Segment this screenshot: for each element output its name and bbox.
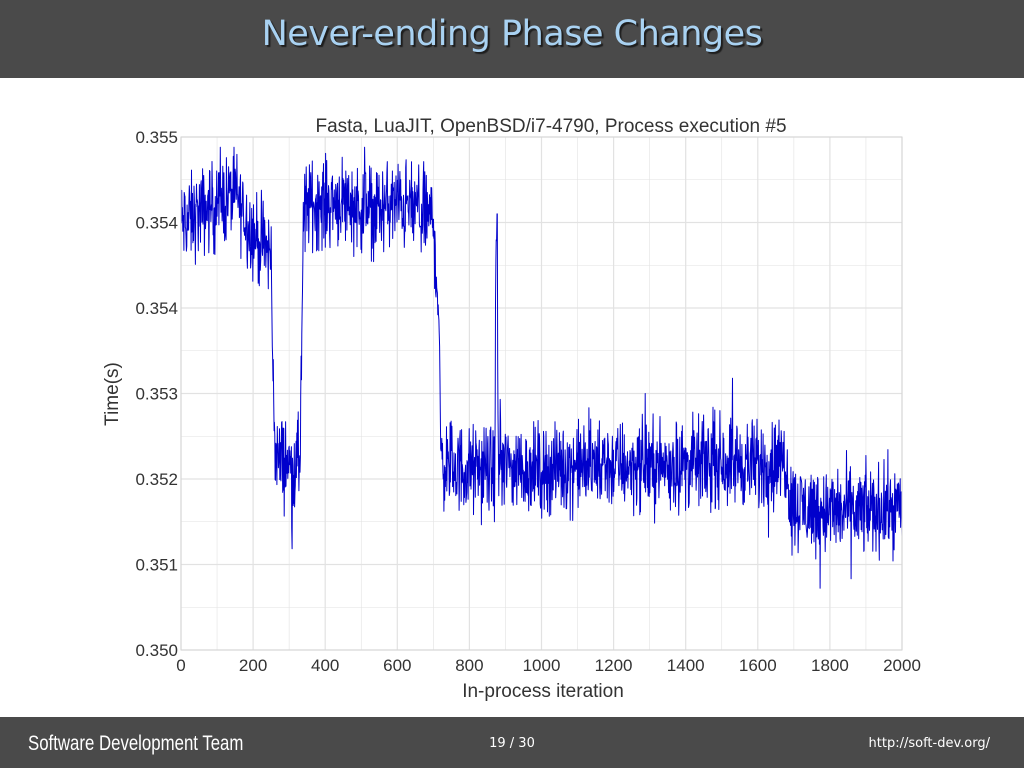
x-tick-label: 1800 <box>811 656 849 675</box>
series-line-time <box>180 146 903 589</box>
footer-url[interactable]: http://soft-dev.org/ <box>868 736 990 751</box>
chart-title: Fasta, LuaJIT, OpenBSD/i7-4790, Process … <box>315 116 786 137</box>
x-tick-label: 1000 <box>523 656 561 675</box>
footer-page-number: 19 / 30 <box>489 736 535 751</box>
x-axis-label: In-process iteration <box>462 681 624 702</box>
x-tick-label: 800 <box>455 656 483 675</box>
x-tick-label: 1400 <box>667 656 705 675</box>
x-tick-label: 0 <box>176 656 185 675</box>
x-axis-ticks: 0 200 400 600 800 1000 1200 1400 1600 1800 2000 <box>176 656 921 675</box>
y-tick-label: 0.355 <box>135 128 178 147</box>
x-tick-label: 2000 <box>883 656 921 675</box>
x-tick-label: 1200 <box>595 656 633 675</box>
y-tick-label: 0.354 <box>135 213 178 232</box>
y-tick-label: 0.351 <box>135 556 178 575</box>
chart-series <box>180 146 903 589</box>
x-tick-label: 600 <box>383 656 411 675</box>
x-tick-label: 200 <box>239 656 267 675</box>
line-chart: 0 200 400 600 800 1000 1200 1400 1600 1800 2000 0.… <box>102 116 921 702</box>
slide-title: Never-ending Phase Changes <box>261 14 763 54</box>
slide-footer: Software Development Team 19 / 30 http:/… <box>0 717 1024 768</box>
plot-frame <box>180 136 903 651</box>
slide-header: Never-ending Phase Changes <box>0 0 1024 78</box>
footer-team-name: Software Development Team <box>28 732 244 755</box>
y-axis-label: Time(s) <box>102 362 123 426</box>
y-tick-label: 0.353 <box>135 385 178 404</box>
y-axis-ticks: 0.350 0.351 0.352 0.353 0.354 0.354 0.355 <box>135 128 178 660</box>
y-tick-label: 0.352 <box>135 470 178 489</box>
chart-grid <box>180 136 903 651</box>
x-tick-label: 1600 <box>739 656 777 675</box>
y-tick-label: 0.350 <box>135 641 178 660</box>
x-tick-label: 400 <box>311 656 339 675</box>
y-tick-label: 0.354 <box>135 299 178 318</box>
